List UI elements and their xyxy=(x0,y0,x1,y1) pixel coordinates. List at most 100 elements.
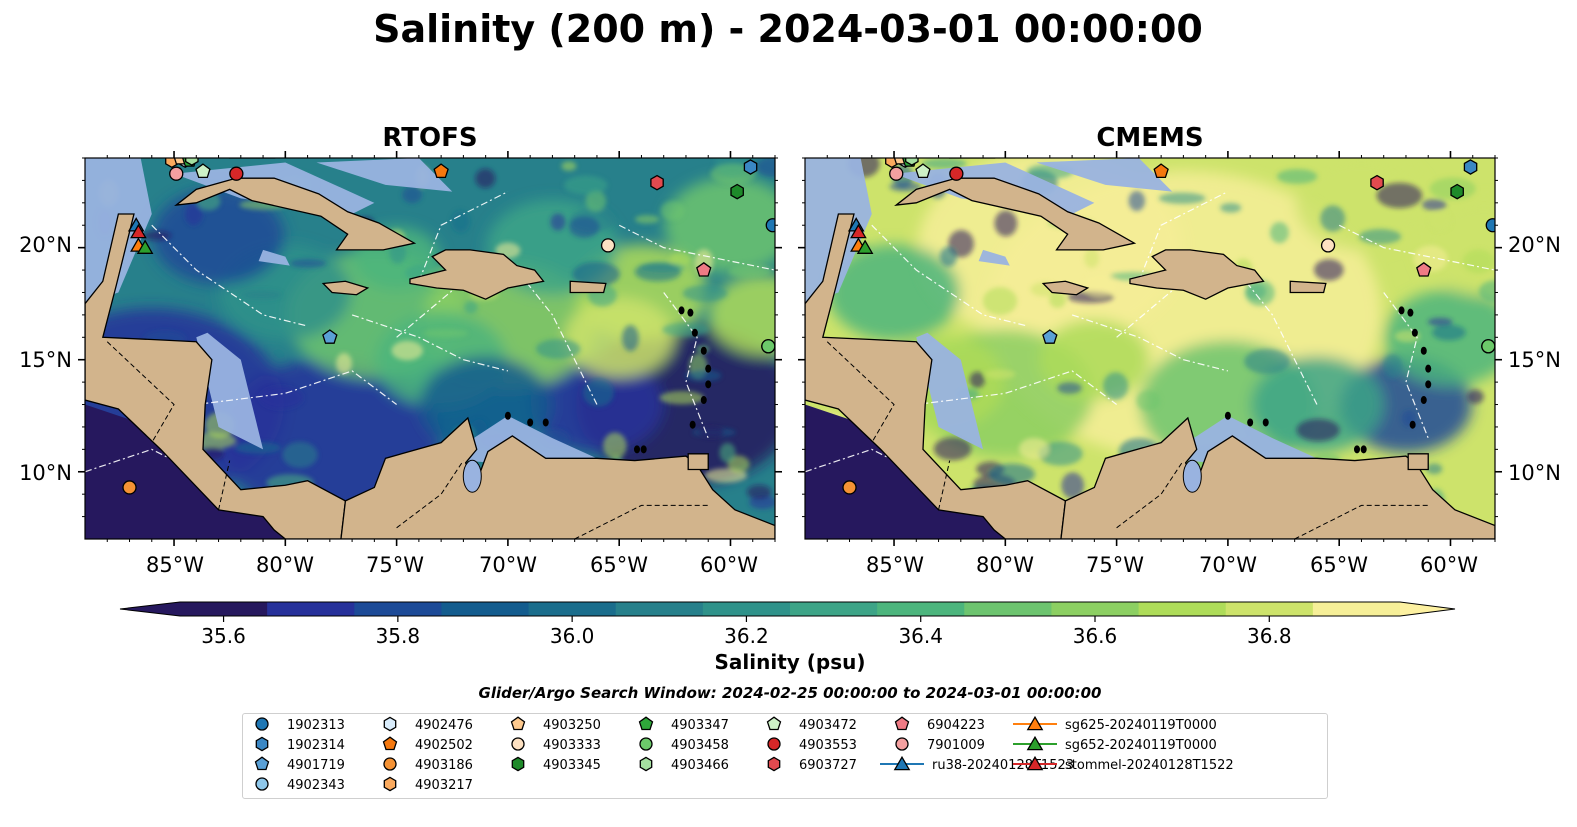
small-island xyxy=(504,411,511,420)
colorbar-extend-low xyxy=(120,602,180,616)
land-jamaica xyxy=(1041,280,1090,296)
colorbar-tick-label: 36.8 xyxy=(1247,624,1292,648)
platform-legend xyxy=(242,713,1328,799)
field-eddy xyxy=(994,210,1018,237)
field-eddy xyxy=(634,262,682,282)
lon-tick-label: 65°W xyxy=(590,553,648,577)
shelf-area xyxy=(258,249,290,266)
platform-marker-4903553 xyxy=(229,166,244,181)
field-eddy xyxy=(464,300,478,314)
field-eddy xyxy=(1358,229,1402,245)
field-eddy xyxy=(1462,249,1495,274)
lat-labels-right: 20°N 15°N 10°N xyxy=(1508,233,1561,485)
search-window-caption: Glider/Argo Search Window: 2024-02-25 00… xyxy=(479,684,1102,702)
colorbar-tick-label: 36.4 xyxy=(898,624,943,648)
small-island xyxy=(689,420,696,429)
small-island xyxy=(700,346,707,355)
field-eddy xyxy=(1382,354,1403,379)
colorbar-ticks: 35.6 35.8 36.0 36.2 36.4 36.6 36.8 xyxy=(201,616,1292,648)
land-mask-rtofs xyxy=(85,158,775,539)
small-island xyxy=(687,308,694,317)
map-frame-rtofs xyxy=(84,157,776,540)
country-border xyxy=(396,460,464,529)
country-border xyxy=(938,460,951,510)
field-eddy xyxy=(240,290,283,300)
field-eddy xyxy=(1296,418,1340,442)
land-cuba xyxy=(894,177,1137,251)
land-mask-cmems xyxy=(805,158,1495,539)
platform-marker-4903472 xyxy=(915,163,931,179)
field-eddy xyxy=(1220,203,1242,213)
field-eddy xyxy=(583,378,614,407)
field-eddy xyxy=(336,352,352,375)
field-eddy xyxy=(1427,317,1453,327)
lat-tick-label: 15°N xyxy=(1508,348,1561,372)
shelf-area xyxy=(916,332,984,450)
eez-boundary xyxy=(507,258,598,405)
field-eddy xyxy=(1478,280,1495,303)
small-island xyxy=(1411,328,1418,337)
platform-marker-4903466 xyxy=(905,158,919,166)
eez-boundary xyxy=(85,448,197,473)
field-eddy xyxy=(1083,273,1118,297)
eez-boundary xyxy=(663,292,709,439)
field-eddy xyxy=(1018,437,1049,460)
field-eddy xyxy=(719,442,736,463)
platform-markers-rtofs xyxy=(122,158,775,495)
panel-title-cmems: CMEMS xyxy=(1096,123,1203,153)
platform-marker-4901719 xyxy=(322,329,338,344)
eez-boundary xyxy=(916,370,1117,406)
field-eddy xyxy=(234,441,281,454)
field-eddy xyxy=(1426,463,1443,475)
field-eddy xyxy=(259,386,304,409)
platform-marker-4903458 xyxy=(1481,339,1495,354)
field-eddy xyxy=(1429,211,1451,231)
shelf-area xyxy=(978,249,1010,266)
country-border xyxy=(218,460,231,510)
field-eddy xyxy=(1320,205,1346,232)
platform-marker-7901009 xyxy=(889,166,904,181)
platform-marker-1902314 xyxy=(1463,159,1478,175)
platform-marker-stommel-20240128T1522 xyxy=(130,223,147,239)
field-eddy xyxy=(670,252,692,267)
small-island xyxy=(705,364,712,373)
field-eddy xyxy=(1084,248,1100,268)
field-eddy xyxy=(1128,190,1146,211)
field-eddy xyxy=(660,201,685,221)
field-eddy xyxy=(402,186,422,204)
field-eddy xyxy=(982,287,1018,316)
small-island xyxy=(1398,306,1405,315)
field-eddy xyxy=(682,284,728,302)
field-eddy xyxy=(635,214,660,224)
colorbar-segment xyxy=(1051,602,1140,616)
small-island xyxy=(527,418,534,427)
lon-tick-label: 75°W xyxy=(1086,553,1144,577)
eez-boundary xyxy=(1071,314,1229,372)
lat-tick-label: 20°N xyxy=(1508,233,1561,257)
lake-maracaibo xyxy=(1182,459,1202,493)
lon-tick-label: 75°W xyxy=(366,553,424,577)
map-panel-rtofs: RTOFS 85°W 80°W 75°W 70°W 65°W 60°W 20°N… xyxy=(19,123,782,577)
panel-title-rtofs: RTOFS xyxy=(382,123,477,153)
small-island xyxy=(700,396,707,405)
colorbar-tick-label: 36.2 xyxy=(724,624,769,648)
land-south-america xyxy=(1060,416,1495,539)
field-eddy xyxy=(1244,279,1275,307)
platform-marker-4903472 xyxy=(195,163,211,179)
field-eddy xyxy=(889,181,922,192)
platform-marker-4903186 xyxy=(122,480,137,495)
field-eddy xyxy=(659,391,704,405)
eez-boundary xyxy=(196,370,397,406)
small-island xyxy=(1425,364,1432,373)
field-eddy xyxy=(535,339,581,359)
platform-marker-4903345 xyxy=(1450,183,1464,200)
small-island xyxy=(1224,411,1231,420)
platform-marker-4903466 xyxy=(185,158,199,166)
field-eddy xyxy=(1467,389,1484,404)
colorbar-label: Salinity (psu) xyxy=(714,650,865,674)
land-puerto-rico xyxy=(569,280,607,294)
colorbar-tick-label: 36.0 xyxy=(550,624,595,648)
land-central-america xyxy=(85,213,347,539)
platform-marker-4902502 xyxy=(433,163,449,179)
small-island xyxy=(1425,380,1432,389)
